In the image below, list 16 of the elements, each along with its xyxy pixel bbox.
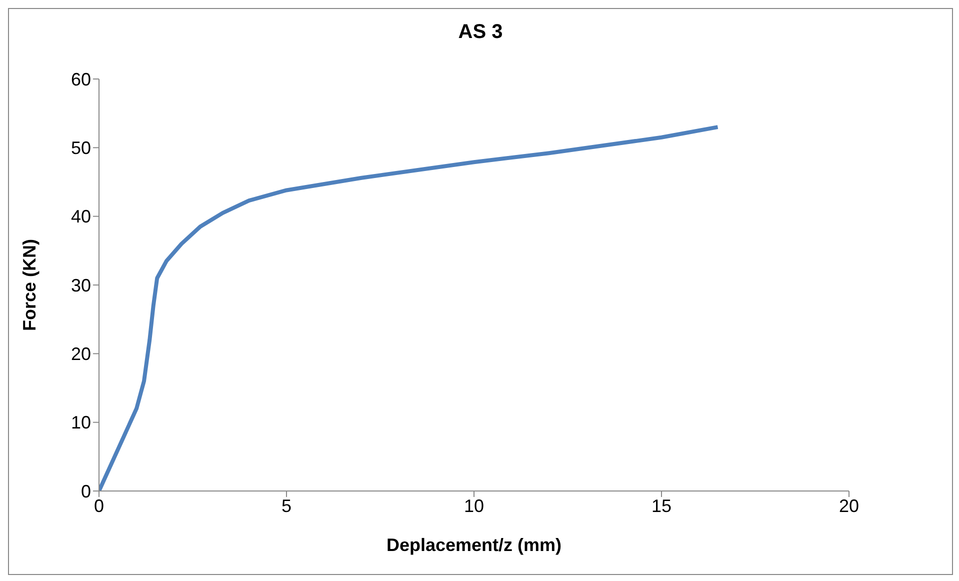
y-axis-title: Force (KN): [19, 238, 40, 332]
x-tick-label: 0: [94, 496, 104, 516]
line-series: [99, 125, 720, 491]
y-tick-label: 0: [80, 481, 91, 502]
x-tick-label: 10: [464, 496, 484, 516]
x-axis-title: Deplacement/z (mm): [386, 535, 562, 555]
x-tick-label: 20: [838, 496, 860, 516]
chart-title: AS 3: [457, 21, 504, 44]
y-tick-label: 60: [70, 69, 91, 90]
y-tick-label: 30: [70, 275, 91, 296]
y-tick-label: 20: [70, 344, 91, 364]
y-tick-label: 10: [70, 412, 91, 433]
y-tick-label: 50: [70, 138, 91, 158]
y-tick-label: 40: [70, 206, 91, 227]
x-tick-label: 15: [651, 496, 672, 516]
x-tick-label: 5: [281, 496, 292, 516]
